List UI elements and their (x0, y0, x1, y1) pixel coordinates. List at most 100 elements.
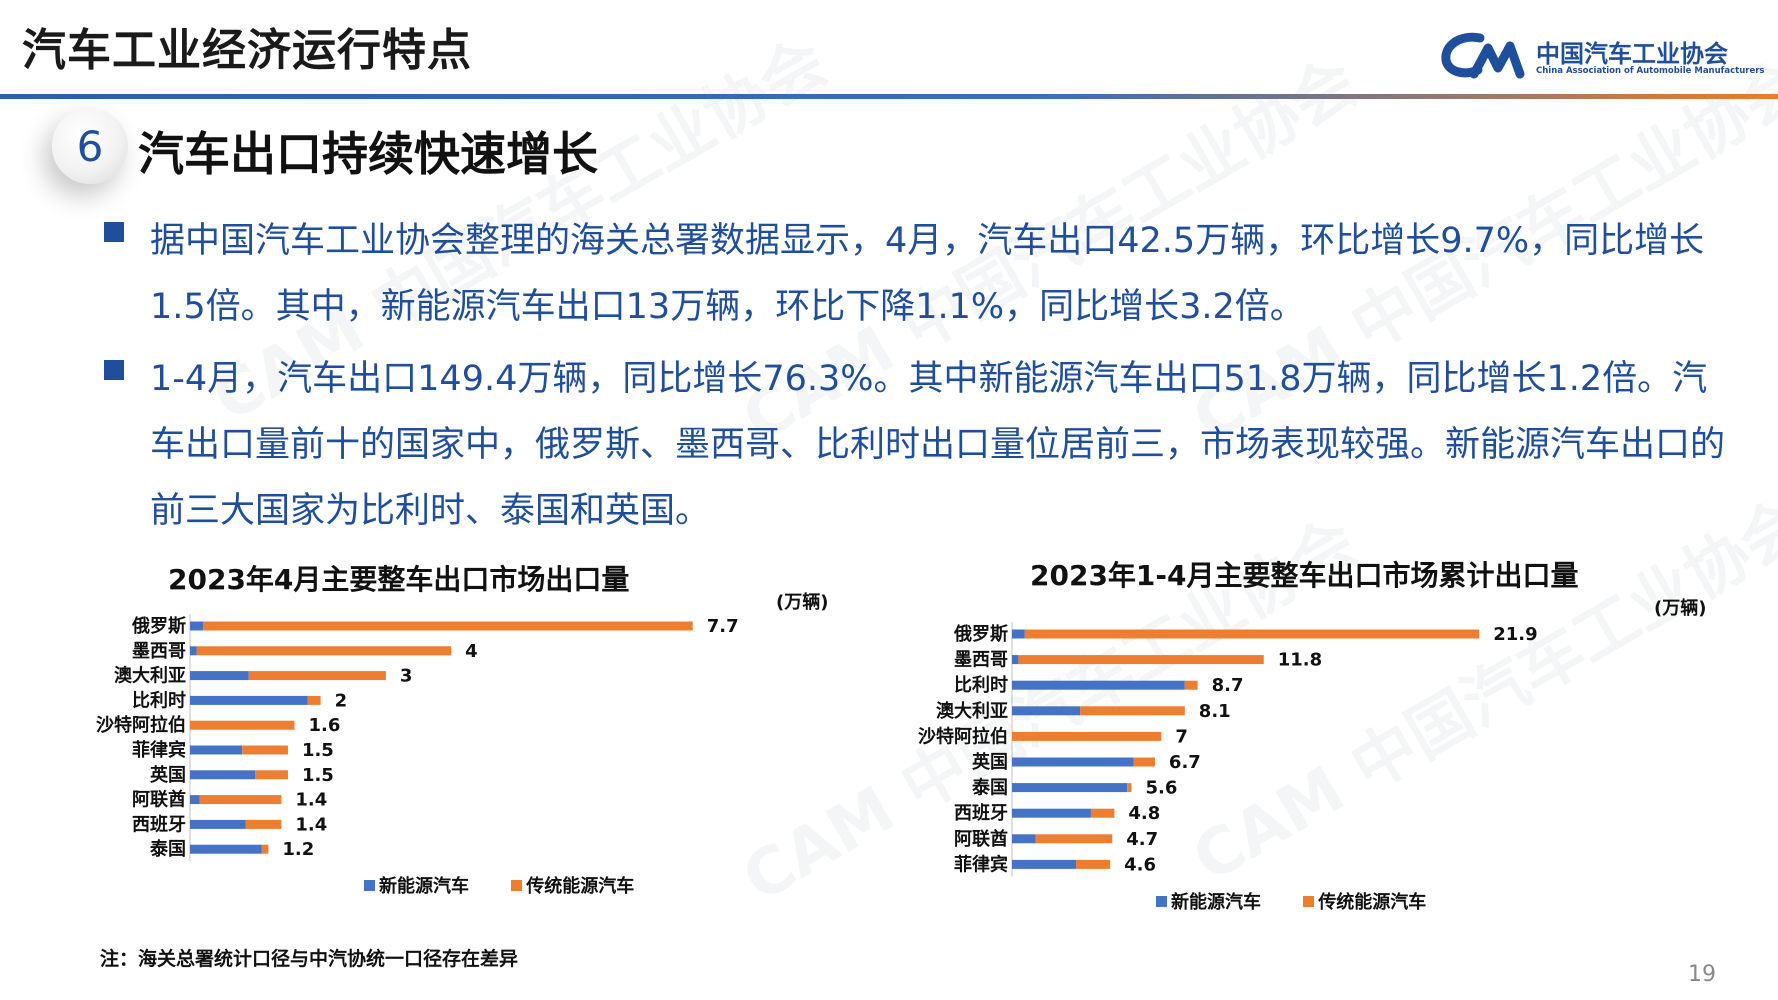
bar-traditional (196, 646, 452, 656)
category-label: 阿联酋 (954, 828, 1008, 850)
legend-swatch (1156, 896, 1167, 907)
section-title: 汽车出口持续快速增长 (138, 127, 598, 181)
bar-traditional (1090, 808, 1115, 818)
data-label: 1.5 (302, 765, 334, 786)
bar-nev (1012, 757, 1134, 767)
category-label: 比利时 (954, 674, 1008, 696)
bar-traditional (1184, 680, 1198, 690)
paragraph-text: 1-4月，汽车出口149.4万辆，同比增长76.3%。其中新能源汽车出口51.8… (150, 359, 1726, 531)
bar-traditional (1024, 629, 1480, 639)
data-label: 4.6 (1124, 854, 1156, 875)
category-label: 墨西哥 (954, 650, 1008, 671)
bar-nev (1012, 629, 1025, 639)
paragraph-2: 1-4月，汽车出口149.4万辆，同比增长76.3%。其中新能源汽车出口51.8… (100, 346, 1740, 544)
chart-1-legend: 新能源汽车 传统能源汽车 (364, 872, 670, 898)
data-label: 4.8 (1128, 803, 1160, 824)
bar-nev (190, 770, 256, 780)
category-label: 西班牙 (132, 814, 186, 835)
bar-nev (1012, 783, 1128, 793)
category-label: 俄罗斯 (131, 615, 186, 637)
data-label: 2 (335, 690, 348, 711)
bar-nev (1012, 706, 1081, 716)
bar-traditional (1035, 834, 1113, 844)
bar-traditional (1076, 859, 1111, 869)
bar-nev (1012, 859, 1076, 869)
data-label: 5.6 (1145, 778, 1177, 799)
bar-traditional (245, 819, 282, 829)
legend-label: 传统能源汽车 (526, 876, 635, 897)
bar-nev (1012, 655, 1019, 665)
legend-label: 新能源汽车 (1171, 892, 1261, 913)
legend-swatch (1303, 896, 1315, 907)
legend-label: 传统能源汽车 (1318, 892, 1427, 913)
chart-2-title: 2023年1-4月主要整车出口市场累计出口量 (1030, 559, 1579, 592)
data-label: 8.7 (1212, 675, 1244, 696)
data-label: 1.5 (302, 740, 334, 761)
legend-swatch (364, 880, 375, 891)
chart-1-plot: 俄罗斯 7.7 墨西哥 4 澳大利亚 3 比利时 2 沙特阿拉伯 1.6 菲律宾 1.5 英国 1.5 阿联… (96, 614, 739, 862)
data-label: 1.6 (308, 715, 340, 736)
paragraph-text: 据中国汽车工业协会整理的海关总署数据显示，4月，汽车出口42.5万辆，环比增长9… (150, 221, 1705, 327)
category-label: 沙特阿拉伯 (918, 725, 1008, 747)
category-label: 澳大利亚 (114, 665, 186, 687)
bar-traditional (307, 695, 321, 705)
category-label: 澳大利亚 (936, 700, 1008, 722)
bar-traditional (1127, 783, 1132, 793)
category-label: 英国 (149, 764, 186, 786)
chart-2-unit: (万辆) (1654, 598, 1707, 619)
chart-1-title: 2023年4月主要整车出口市场出口量 (168, 563, 630, 596)
category-label: 西班牙 (954, 803, 1008, 824)
chart-2-legend: 新能源汽车 传统能源汽车 (1156, 888, 1462, 914)
bar-nev (1012, 680, 1185, 690)
data-label: 1.4 (295, 814, 327, 835)
chart-1-unit: (万辆) (776, 592, 829, 613)
bar-traditional (1012, 731, 1162, 741)
page-number: 19 (1688, 962, 1716, 987)
bar-nev (190, 695, 308, 705)
logo-name-cn: 中国汽车工业协会 (1536, 40, 1728, 68)
category-label: 菲律宾 (132, 739, 186, 761)
bar-nev (190, 646, 197, 656)
bar-traditional (242, 745, 288, 755)
legend-swatch (511, 880, 523, 891)
bar-traditional (1080, 706, 1185, 716)
footnote: 注：海关总署统计口径与中汽协统一口径存在差异 (100, 948, 519, 970)
category-label: 菲律宾 (954, 853, 1008, 875)
data-label: 8.1 (1199, 701, 1231, 722)
header-rule (0, 94, 1778, 99)
logo-name-en: China Association of Automobile Manufact… (1536, 66, 1765, 76)
bar-nev (190, 621, 204, 631)
legend-label: 新能源汽车 (379, 876, 469, 897)
bar-nev (190, 844, 262, 854)
paragraph-1: 据中国汽车工业协会整理的海关总署数据显示，4月，汽车出口42.5万辆，环比增长9… (100, 208, 1740, 340)
data-label: 4.7 (1126, 829, 1158, 850)
category-label: 泰国 (971, 777, 1008, 799)
bar-traditional (261, 844, 269, 854)
chart-2-plot: 俄罗斯 21.9 墨西哥 11.8 比利时 8.7 澳大利亚 8.1 沙特阿拉伯 7 英国 6.7 泰国… (918, 622, 1538, 877)
bar-nev (190, 671, 249, 681)
data-label: 1.4 (295, 790, 327, 811)
data-label: 7.7 (707, 616, 739, 637)
bar-nev (1012, 834, 1036, 844)
square-bullet-icon (104, 222, 124, 242)
cam-logo-icon (1441, 32, 1525, 79)
bar-traditional (199, 795, 282, 805)
category-label: 英国 (971, 751, 1008, 773)
data-label: 11.8 (1278, 650, 1322, 671)
bar-traditional (248, 671, 386, 681)
category-label: 阿联酋 (132, 789, 186, 811)
bar-nev (190, 745, 243, 755)
category-label: 沙特阿拉伯 (96, 714, 186, 736)
section-number-badge: 6 (52, 108, 128, 184)
data-label: 7 (1175, 726, 1188, 747)
square-bullet-icon (104, 360, 124, 380)
header-title: 汽车工业经济运行特点 (22, 25, 472, 76)
category-label: 泰国 (149, 838, 186, 860)
data-label: 1.2 (282, 839, 314, 860)
data-label: 3 (400, 666, 413, 687)
cam-logo: 中国汽车工业协会 China Association of Automobile… (1440, 30, 1764, 86)
bar-nev (1012, 808, 1091, 818)
bar-traditional (190, 720, 295, 730)
data-label: 4 (465, 641, 478, 662)
bar-traditional (203, 621, 693, 631)
